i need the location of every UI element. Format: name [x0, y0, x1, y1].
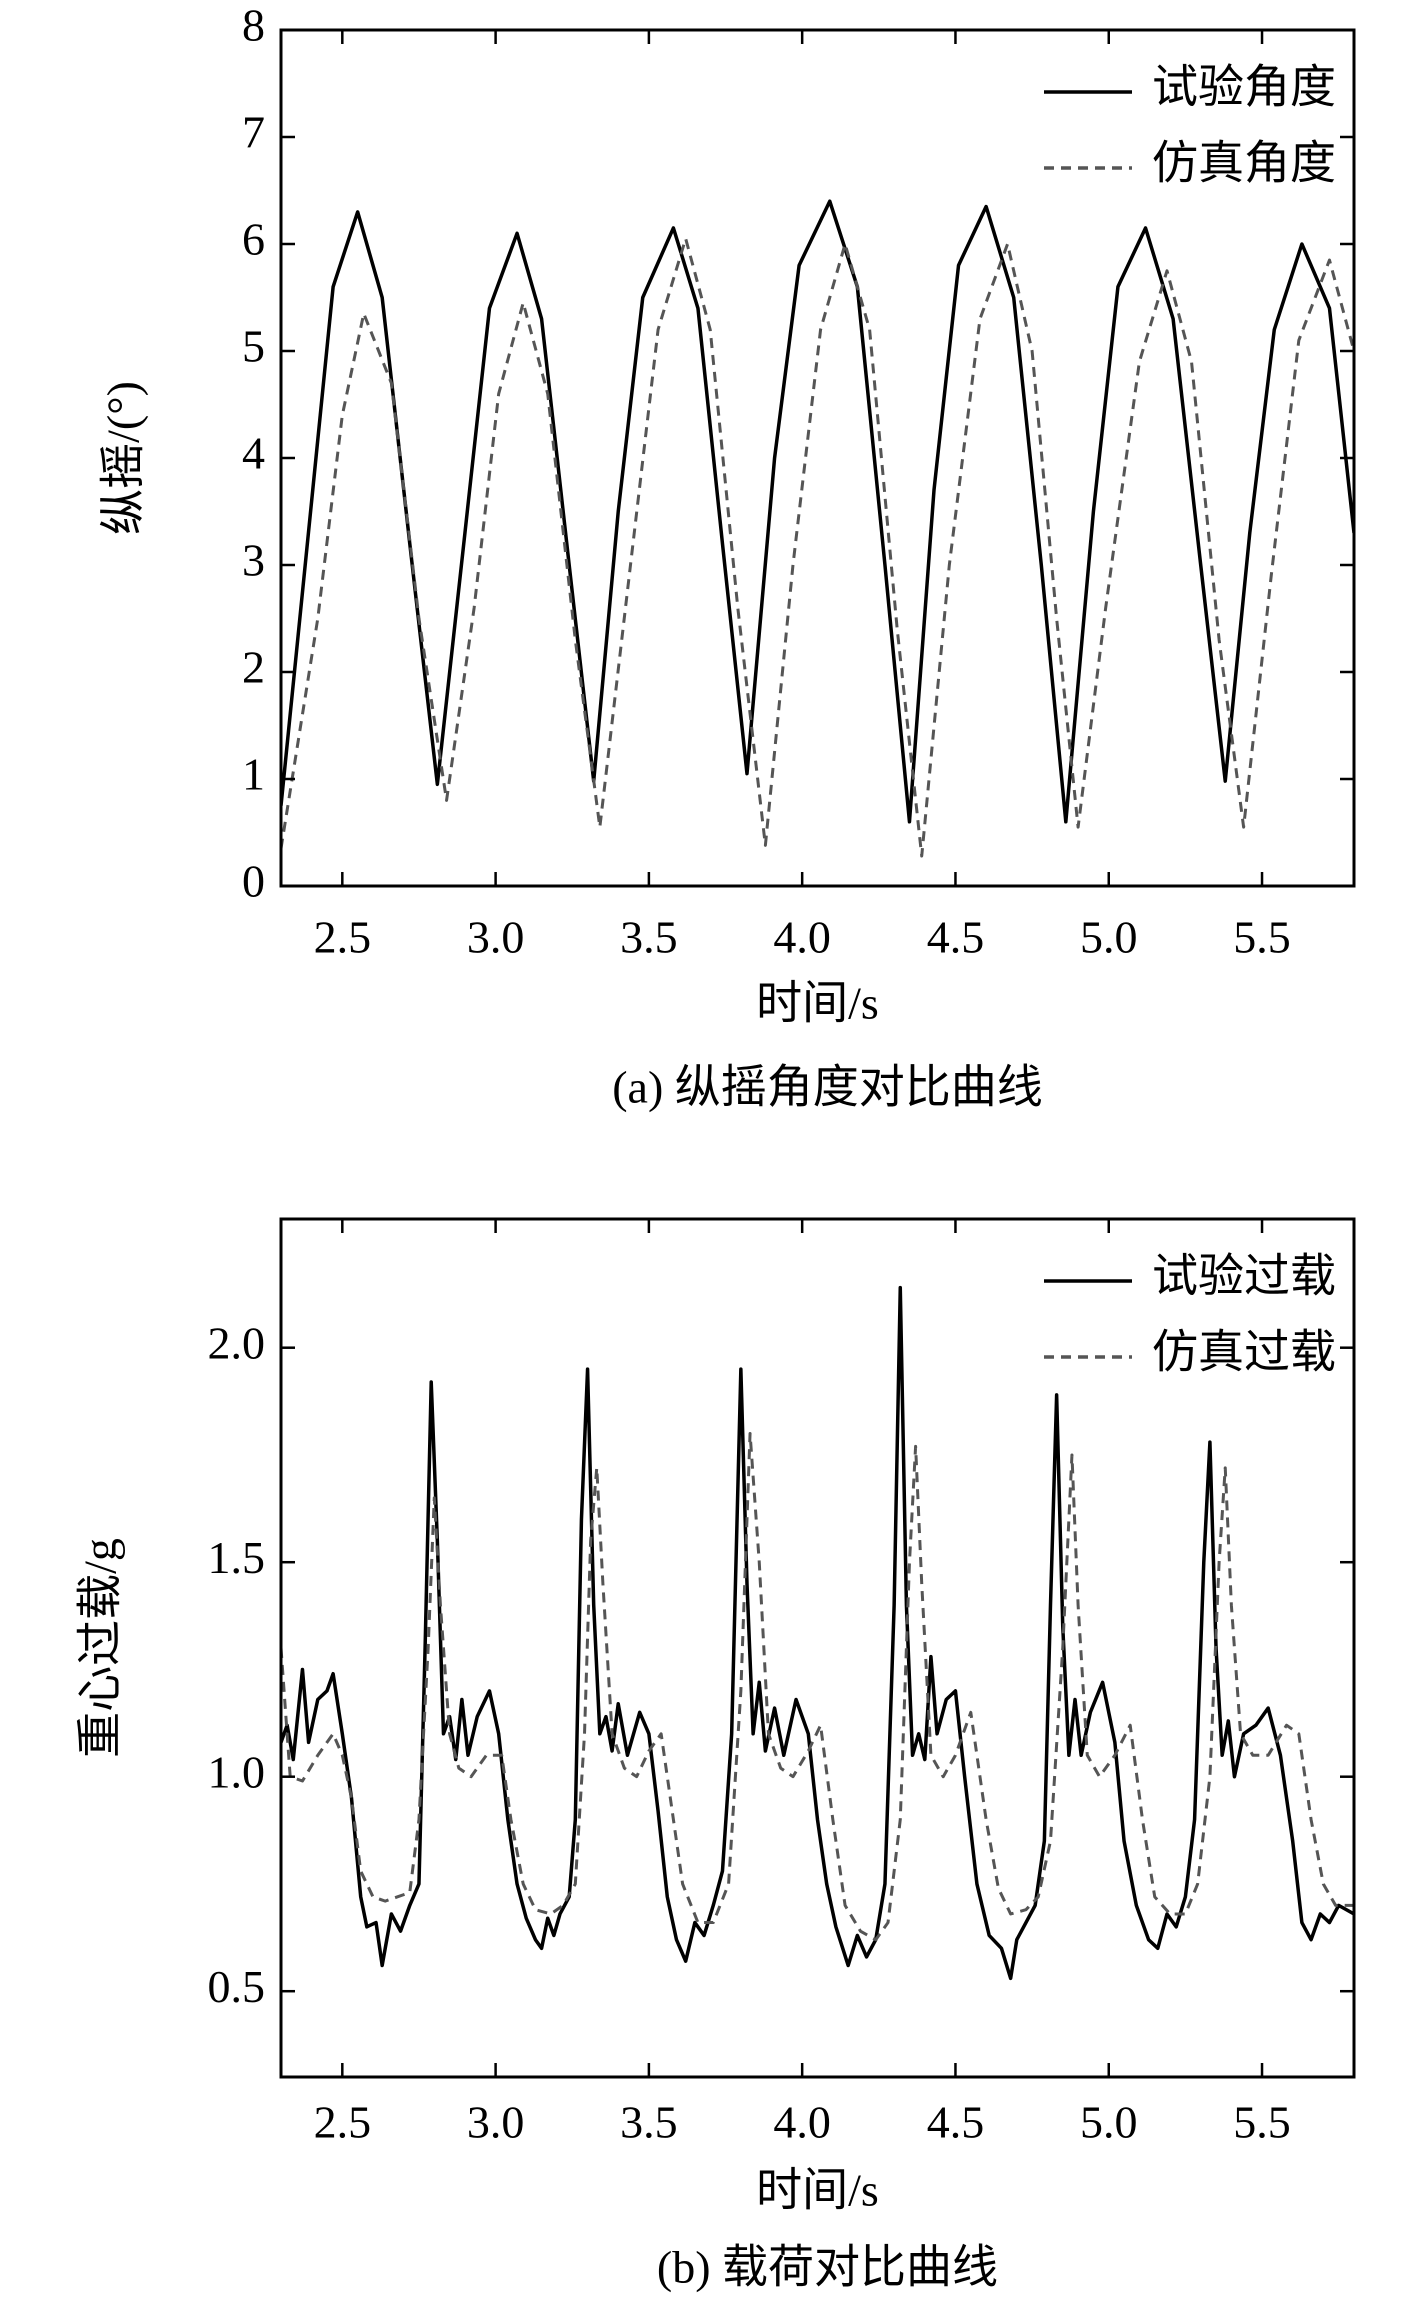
- legend-label: 仿真过载: [1152, 1327, 1336, 1378]
- caption: (a) 纵摇角度对比曲线: [612, 1062, 1043, 1113]
- y-tick-label: 1.5: [208, 1532, 266, 1583]
- y-tick-label: 2: [242, 642, 265, 693]
- x-tick-label: 2.5: [314, 2097, 372, 2148]
- y-tick-label: 3: [242, 535, 265, 586]
- y-tick-label: 1.0: [208, 1746, 266, 1797]
- legend-label: 试验角度: [1152, 62, 1336, 113]
- data-line: [281, 237, 1354, 858]
- x-tick-label: 4.0: [773, 912, 831, 963]
- y-tick-label: 5: [242, 321, 265, 372]
- y-tick-label: 8: [242, 0, 265, 51]
- x-tick-label: 5.5: [1233, 2097, 1291, 2148]
- x-tick-label: 5.5: [1233, 912, 1291, 963]
- plot-frame: [279, 1217, 1356, 2079]
- data-line: [281, 1432, 1354, 1942]
- x-tick-label: 4.0: [773, 2097, 831, 2148]
- x-tick-label: 4.5: [927, 2097, 985, 2148]
- y-tick-label: 7: [242, 107, 265, 158]
- y-tick-label: 0: [242, 856, 265, 907]
- legend-label: 仿真角度: [1152, 138, 1336, 189]
- y-tick-label: 0.5: [208, 1961, 266, 2012]
- x-tick-label: 3.5: [620, 912, 678, 963]
- y-tick-label: 4: [242, 428, 265, 479]
- x-tick-label: 5.0: [1080, 912, 1138, 963]
- data-line: [281, 1285, 1354, 1981]
- y-tick-label: 1: [242, 749, 265, 800]
- x-axis-label: 时间/s: [756, 978, 879, 1029]
- x-tick-label: 4.5: [927, 912, 985, 963]
- y-axis-label: 重心过载/g: [75, 1538, 126, 1758]
- y-tick-label: 2.0: [208, 1317, 266, 1368]
- x-tick-label: 2.5: [314, 912, 372, 963]
- x-tick-label: 3.0: [467, 2097, 525, 2148]
- caption: (b) 载荷对比曲线: [657, 2242, 998, 2293]
- x-tick-label: 5.0: [1080, 2097, 1138, 2148]
- y-axis-label: 纵摇/(°): [98, 381, 149, 535]
- plot-frame: [279, 28, 1356, 888]
- data-line: [281, 199, 1354, 824]
- x-tick-label: 3.0: [467, 912, 525, 963]
- legend-label: 试验过载: [1152, 1251, 1336, 1302]
- x-tick-label: 3.5: [620, 2097, 678, 2148]
- y-tick-label: 6: [242, 214, 265, 265]
- x-axis-label: 时间/s: [756, 2165, 879, 2216]
